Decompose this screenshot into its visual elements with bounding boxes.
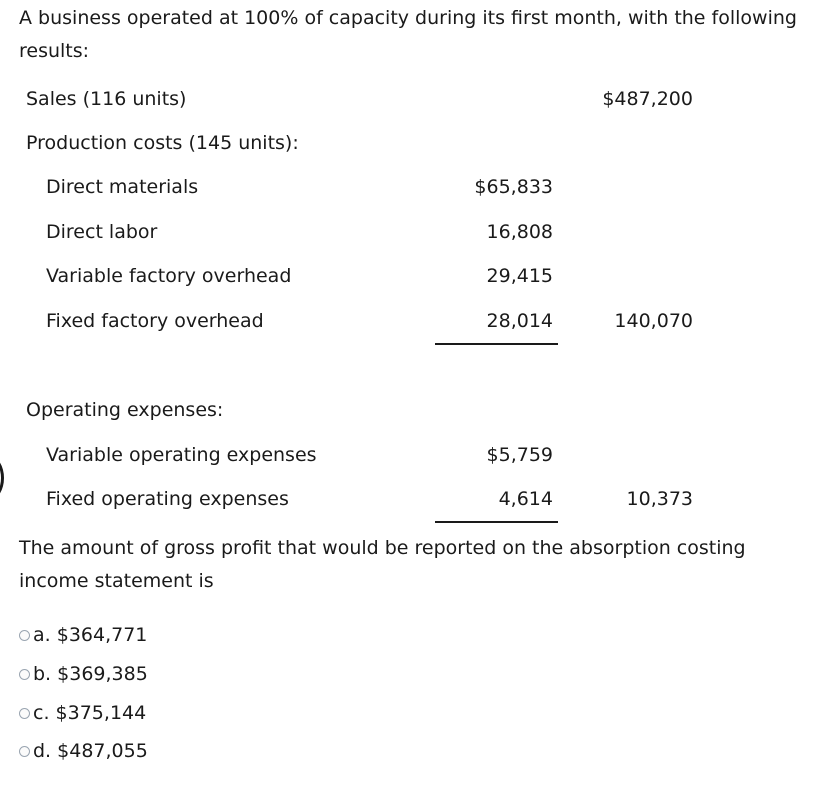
option-text: $375,144 — [55, 702, 147, 724]
variable-factory-overhead-amount: 29,415 — [486, 265, 553, 287]
edge-bracket-mark — [0, 456, 4, 500]
option-text: $369,385 — [57, 663, 148, 685]
option-text: $364,771 — [56, 624, 148, 646]
radio-button[interactable] — [19, 707, 30, 719]
fixed-operating-expenses-amount: 4,614 — [498, 488, 553, 510]
production-costs-label: Production costs (145 units): — [26, 132, 299, 154]
fixed-factory-overhead-label: Fixed factory overhead — [46, 310, 264, 332]
option-letter: a. — [33, 624, 51, 646]
direct-materials-label: Direct materials — [46, 176, 199, 198]
variable-operating-expenses-amount: $5,759 — [486, 444, 553, 466]
question-prompt: The amount of gross profit that would be… — [19, 537, 746, 592]
direct-labor-label: Direct labor — [46, 221, 158, 243]
sales-total: $487,200 — [602, 88, 693, 110]
operating-expenses-underline — [435, 521, 558, 523]
sales-label: Sales (116 units) — [26, 88, 187, 110]
production-costs-total: 140,070 — [614, 310, 693, 332]
fixed-factory-overhead-amount: 28,014 — [486, 310, 553, 332]
radio-button[interactable] — [19, 629, 30, 641]
direct-labor-amount: 16,808 — [486, 221, 553, 243]
fixed-operating-expenses-label: Fixed operating expenses — [46, 488, 289, 510]
option-letter: c. — [33, 702, 50, 724]
operating-expenses-label: Operating expenses: — [26, 399, 224, 421]
variable-factory-overhead-label: Variable factory overhead — [46, 265, 292, 287]
variable-operating-expenses-label: Variable operating expenses — [46, 444, 317, 466]
option-b[interactable]: b. $369,385 — [19, 661, 148, 687]
option-c[interactable]: c. $375,144 — [19, 700, 146, 726]
option-letter: b. — [33, 663, 52, 685]
option-d[interactable]: d. $487,055 — [19, 738, 148, 764]
operating-expenses-total: 10,373 — [626, 488, 693, 510]
production-costs-underline — [435, 343, 558, 345]
direct-materials-amount: $65,833 — [474, 176, 553, 198]
radio-button[interactable] — [19, 745, 30, 757]
radio-button[interactable] — [19, 668, 30, 680]
option-a[interactable]: a. $364,771 — [19, 622, 147, 648]
option-letter: d. — [33, 740, 52, 762]
question-intro: A business operated at 100% of capacity … — [19, 7, 797, 62]
option-text: $487,055 — [57, 740, 148, 762]
